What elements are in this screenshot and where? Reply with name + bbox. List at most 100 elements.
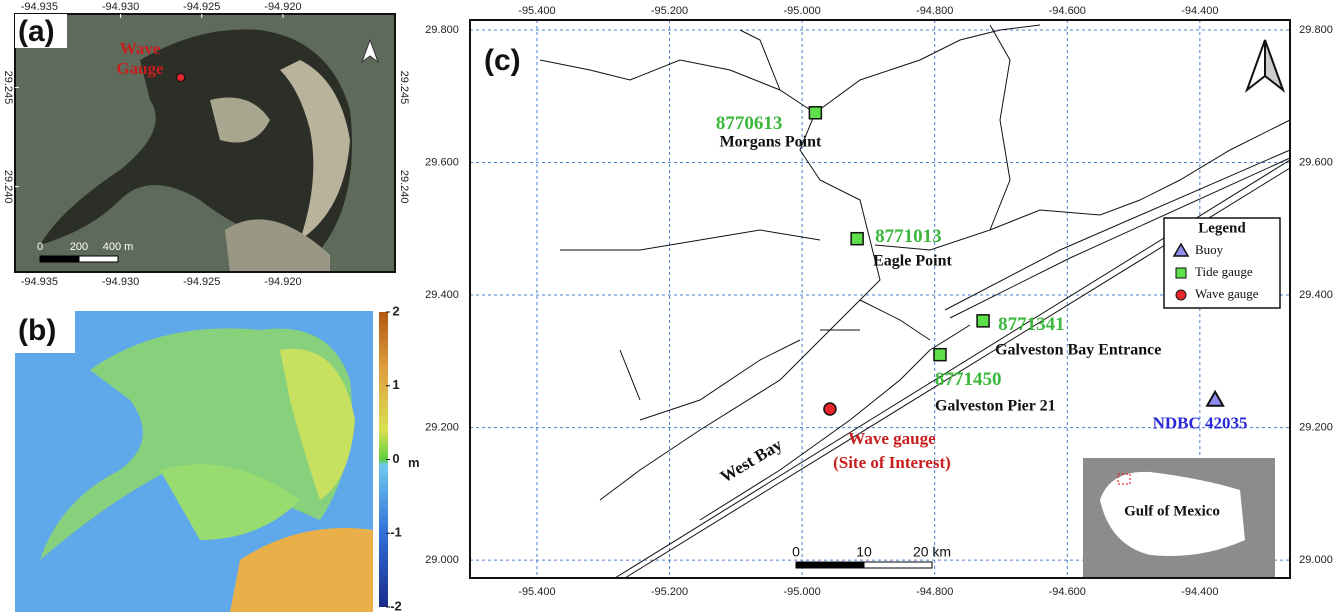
colorbar-label: -1	[390, 525, 402, 540]
x-tick-label: -95.000	[783, 586, 820, 598]
legend-title: Legend	[1198, 220, 1246, 236]
y-tick-label: 29.200	[425, 421, 459, 433]
inset-box	[1117, 473, 1131, 485]
x-tick-label: -94.935	[21, 1, 58, 13]
x-tick-label: -95.200	[651, 5, 688, 17]
y-tick-label: 29.600	[1299, 156, 1333, 168]
scale-label: 0	[37, 241, 43, 253]
station-id: 8770613	[716, 113, 783, 134]
north-arrow	[360, 38, 380, 64]
y-tick-label: 29.245	[2, 71, 14, 105]
y-tick-label: 29.600	[425, 156, 459, 168]
x-tick-label: -94.925	[183, 276, 220, 288]
inset-sea	[1100, 471, 1245, 556]
x-tick-label: -94.800	[916, 586, 953, 598]
scale-segment	[863, 561, 933, 569]
buoy	[1205, 389, 1225, 407]
place-label: Gulf of Mexico	[1124, 503, 1220, 519]
legend-marker	[1175, 267, 1187, 279]
y-tick-label: 29.000	[1299, 554, 1333, 566]
panel-label: (c)	[484, 44, 521, 77]
gauge-label: Gauge	[116, 59, 164, 78]
panel-b	[15, 311, 373, 612]
x-tick-label: -94.930	[102, 276, 139, 288]
wave-gauge	[823, 402, 837, 416]
x-tick-label: -94.935	[21, 276, 58, 288]
y-tick-label: 29.200	[1299, 421, 1333, 433]
x-tick-label: -94.800	[916, 5, 953, 17]
tide-gauge	[850, 231, 864, 246]
x-tick-label: -94.600	[1049, 586, 1086, 598]
land	[160, 464, 300, 540]
colorbar-label: 0	[392, 451, 399, 466]
north-arrow	[1244, 39, 1266, 93]
panel-a	[15, 14, 395, 272]
scale-label: 10	[856, 544, 872, 560]
panel-label: (b)	[18, 314, 56, 347]
x-tick-label: -94.920	[264, 1, 301, 13]
colorbar-label: 1	[392, 377, 399, 392]
x-tick-label: -94.400	[1181, 586, 1218, 598]
y-tick-label: 29.245	[398, 71, 410, 105]
tide-gauge	[976, 314, 990, 328]
x-tick-label: -94.930	[102, 1, 139, 13]
scale-label: 20 km	[913, 544, 951, 560]
colorbar	[379, 312, 388, 607]
legend-marker	[1175, 289, 1187, 301]
wave-label: Wave gauge	[848, 429, 936, 448]
land	[280, 348, 355, 500]
gauge-label: Wave	[120, 39, 161, 58]
scale-segment	[78, 255, 119, 263]
station-name: Galveston Bay Entrance	[995, 342, 1161, 359]
sand	[210, 97, 270, 143]
wave-gauge	[176, 73, 186, 83]
wave-label: (Site of Interest)	[833, 453, 951, 472]
colorbar-label: -2	[390, 598, 402, 613]
channels	[560, 229, 931, 421]
colorbar-label: 2	[392, 303, 399, 318]
panel-c	[470, 20, 1291, 579]
east-shore	[874, 24, 1291, 251]
station-id: 8771341	[998, 314, 1065, 335]
station-id: 8771450	[935, 369, 1002, 390]
x-tick-label: -94.925	[183, 1, 220, 13]
scale-segment	[795, 561, 865, 569]
marsh	[40, 29, 352, 250]
y-tick-label: 29.800	[1299, 24, 1333, 36]
label-bg	[15, 14, 67, 48]
y-tick-label: 29.400	[1299, 289, 1333, 301]
legend-label: Wave gauge	[1195, 286, 1259, 301]
x-tick-label: -94.920	[264, 276, 301, 288]
frame	[14, 13, 396, 273]
colorbar-unit: m	[408, 455, 420, 470]
tide-gauge	[933, 347, 947, 362]
buoy-label: NDBC 42035	[1153, 414, 1248, 433]
frame	[469, 19, 1291, 579]
station-name: Morgans Point	[720, 133, 822, 150]
y-tick-label: 29.800	[425, 24, 459, 36]
bolivar	[944, 149, 1291, 319]
y-tick-label: 29.000	[425, 554, 459, 566]
station-id: 8771013	[875, 226, 942, 247]
legend-label: Tide gauge	[1195, 264, 1253, 279]
scale-label: 200	[70, 241, 88, 253]
scale-segment	[39, 255, 80, 263]
y-tick-label: 29.240	[2, 170, 14, 204]
panel-label: (a)	[18, 15, 55, 48]
x-tick-label: -95.400	[518, 586, 555, 598]
x-tick-label: -95.400	[518, 5, 555, 17]
legend-label: Buoy	[1195, 242, 1224, 257]
x-tick-label: -95.000	[783, 5, 820, 17]
bay-shore	[599, 112, 971, 521]
x-tick-label: -94.400	[1181, 5, 1218, 17]
scale-label: 400 m	[103, 241, 134, 253]
scale-label: 0	[792, 544, 800, 560]
land	[40, 328, 352, 560]
label-bg	[15, 311, 75, 353]
x-tick-label: -95.200	[651, 586, 688, 598]
sand	[225, 219, 330, 272]
high-ground	[230, 528, 373, 612]
legend-marker	[1172, 242, 1190, 257]
tide-gauge	[808, 106, 823, 120]
